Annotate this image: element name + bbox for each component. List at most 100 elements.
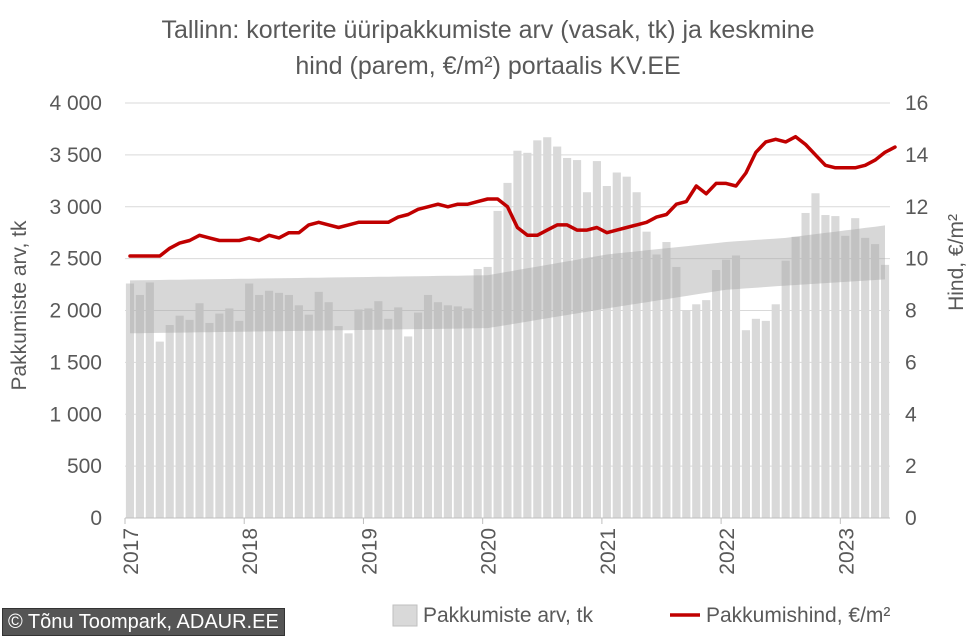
chart-title-line: Tallinn: korterite üüripakkumiste arv (v… [161,16,814,44]
bar [414,312,423,518]
bar [463,308,472,518]
bar [453,306,462,518]
y-left-axis-title: Pakkumiste arv, tk [8,220,31,390]
bar [513,150,522,518]
legend-label-line: Pakkumishind, €/m² [706,604,890,627]
range-band [130,225,885,334]
bar [125,283,135,518]
bar [721,259,731,518]
bar [274,292,284,518]
chart-title-line: hind (parem, €/m²) portaalis KV.EE [295,52,680,80]
bar [473,269,482,518]
bar [592,161,601,518]
bar [553,146,562,518]
y-right-tick-label: 8 [905,300,917,323]
bar [682,310,691,518]
x-tick-label: 2017 [120,528,143,575]
bar [533,140,542,518]
bar [354,309,363,518]
bar [374,301,383,518]
bar [741,330,751,518]
bar [821,215,830,519]
y-left-tick-label: 3 500 [49,144,102,167]
price-line [128,134,897,258]
bar [841,235,850,519]
copyright-credit: © Tõnu Toompark, ADAUR.EE [2,608,285,636]
bar [493,210,502,518]
bar [642,231,651,518]
bar [433,302,443,518]
bar [145,282,154,518]
bar-series [125,137,890,519]
bar [692,304,701,518]
bar [344,333,353,518]
y-right-tick-label: 6 [905,351,917,374]
y-left-tick-label: 2 000 [49,300,102,323]
bar [572,160,582,518]
line-series [128,134,897,258]
bar [831,216,840,518]
y-right-tick-label: 12 [905,196,928,219]
bar [712,270,721,518]
y-left-tick-label: 2 500 [49,248,102,271]
x-axis: 2017 2018 2019 2020 2021 2022 2023 [120,517,890,575]
bar [622,176,631,518]
bar [861,237,870,518]
bar [503,182,512,518]
bar [731,255,741,518]
bar [811,193,820,518]
bar [394,307,403,518]
x-tick-label: 2020 [478,528,501,575]
legend: Pakkumiste arv, tk Pakkumishind, €/m² [392,604,890,627]
bar [195,303,204,518]
bar [851,218,860,518]
bar [582,192,592,518]
y-left-tick-label: 1 500 [49,351,102,374]
bar [761,320,770,518]
x-tick-label: 2021 [597,528,620,575]
y-right-tick-label: 10 [905,248,928,271]
bar [215,313,224,518]
bar [801,212,810,518]
bar [662,242,671,518]
y-right-tick-label: 4 [905,403,917,426]
bar [225,308,234,518]
bar [871,244,880,518]
bar [781,260,790,518]
bar [324,302,333,518]
bar [632,192,641,518]
bar [751,318,760,518]
y-left-tick-label: 1 000 [49,403,102,426]
y-right-axis-title: Hind, €/m² [945,214,968,311]
bar [135,294,144,518]
y-right-tick-label: 2 [905,455,917,478]
y-axis-left: 0 500 1 000 1 500 2 000 2 500 3 000 3 500 4 000 P… [8,92,102,530]
chart-title: Tallinn: korterite üüripakkumiste arv (v… [161,16,814,80]
bar [702,300,711,518]
bar [523,152,532,519]
bar [205,322,214,518]
bar [255,294,264,518]
bar [483,266,492,518]
bar [165,325,174,518]
bar [652,254,661,518]
bar [563,157,572,519]
bar [185,319,194,518]
bar [245,283,254,518]
bar [304,314,313,518]
bar [175,315,184,518]
bar [334,326,343,518]
y-left-tick-label: 3 000 [49,196,102,219]
x-tick-label: 2023 [835,528,858,575]
bar [284,294,294,518]
bar [612,172,621,518]
bar [404,336,413,518]
bar [264,290,274,518]
bar [443,305,452,518]
bar [235,320,244,518]
y-left-tick-label: 500 [67,455,102,478]
y-right-tick-label: 14 [905,144,929,167]
x-tick-label: 2019 [358,528,381,575]
bar [294,305,303,518]
y-left-tick-label: 4 000 [49,92,102,115]
